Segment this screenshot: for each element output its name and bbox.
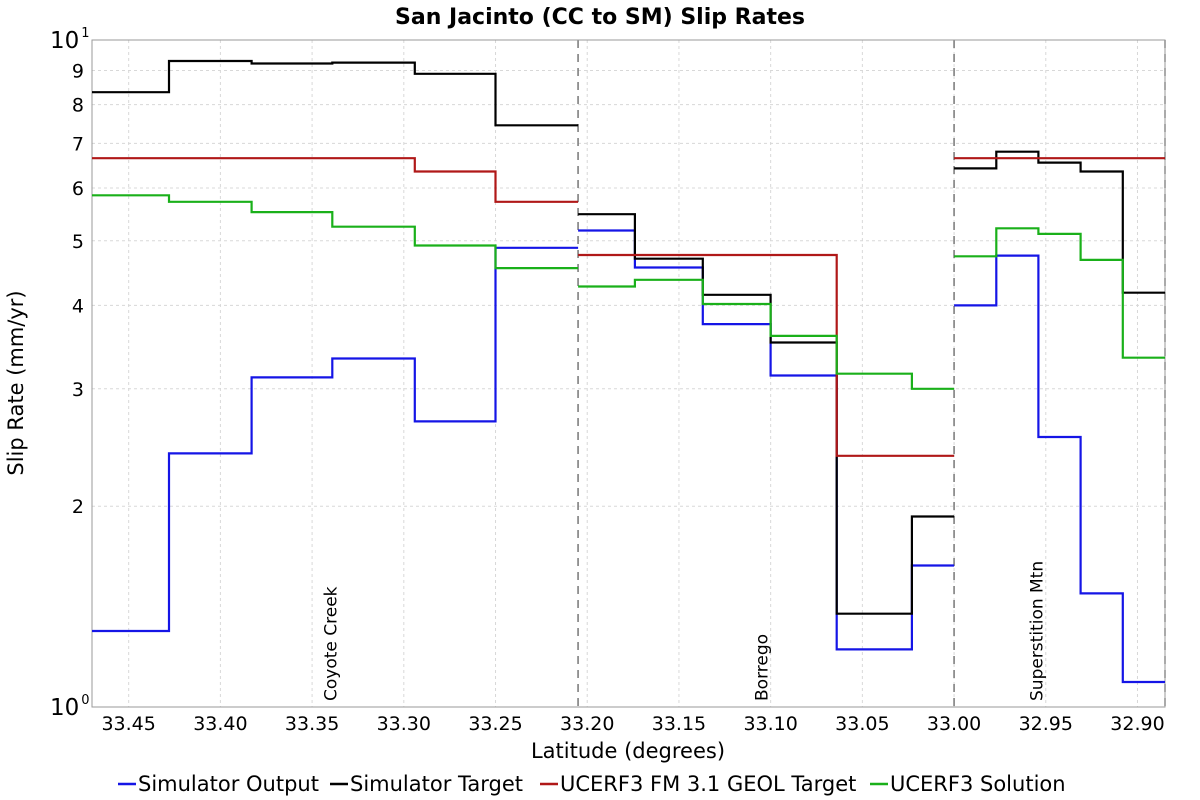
series-line-segment <box>578 229 955 651</box>
y-axis-label: Slip Rate (mm/yr) <box>4 290 28 475</box>
x-tick-label: 33.20 <box>560 713 614 735</box>
section-label: Coyote Creek <box>321 586 341 701</box>
y-tick-label: 10 1 <box>50 26 90 54</box>
y-tick-label: 3 <box>72 379 84 401</box>
legend-item: Simulator Target <box>330 772 523 796</box>
legend-item: UCERF3 FM 3.1 GEOL Target <box>540 772 856 796</box>
x-tick-label: 33.30 <box>377 713 431 735</box>
chart-title: San Jacinto (CC to SM) Slip Rates <box>395 5 805 30</box>
series-line-segment <box>92 59 579 127</box>
y-tick-label: 5 <box>72 231 84 253</box>
series-line-segment <box>954 254 1165 684</box>
legend-label: UCERF3 FM 3.1 GEOL Target <box>560 772 856 796</box>
plot-area-frame <box>91 39 1166 708</box>
x-tick-label: 33.10 <box>743 713 797 735</box>
legend-label: UCERF3 Solution <box>890 772 1066 796</box>
series-line-segment <box>954 150 1165 294</box>
x-axis-ticks: 33.45 33.40 33.35 33.30 33.25 33.20 33.15 33.10… <box>101 713 1164 735</box>
series-line-segment <box>92 157 579 203</box>
y-axis-ticks: 10 0 2 3 4 5 6 7 8 9 10 1 <box>50 26 90 721</box>
series-line-segment <box>954 227 1165 359</box>
series-line-segment <box>92 246 579 633</box>
series-line-segment <box>578 278 955 390</box>
series-0 <box>92 229 1165 684</box>
x-tick-label: 32.90 <box>1110 713 1164 735</box>
x-tick-label: 33.05 <box>835 713 889 735</box>
x-tick-label: 33.40 <box>193 713 247 735</box>
x-axis-label: Latitude (degrees) <box>531 739 725 763</box>
legend-label: Simulator Target <box>350 772 523 796</box>
y-tick-label: 6 <box>72 178 84 200</box>
legend: Simulator Output Simulator Target UCERF3 F… <box>118 772 1066 796</box>
x-tick-label: 32.95 <box>1019 713 1073 735</box>
x-tick-label: 33.25 <box>468 713 522 735</box>
x-tick-label: 33.35 <box>285 713 339 735</box>
series-3 <box>92 194 1165 390</box>
y-tick-label: 2 <box>72 496 84 518</box>
y-tick-label: 8 <box>72 95 84 117</box>
y-tick-label: 10 0 <box>50 693 90 721</box>
series-lines <box>92 59 1165 684</box>
section-label: Superstition Mtn <box>1028 561 1048 701</box>
x-tick-label: 33.15 <box>652 713 706 735</box>
x-tick-label: 33.45 <box>101 713 155 735</box>
gridlines <box>92 39 1165 708</box>
y-tick-label: 9 <box>72 61 84 83</box>
series-2 <box>92 157 1165 457</box>
legend-item: UCERF3 Solution <box>870 772 1066 796</box>
section-label: Borrego <box>753 634 773 701</box>
series-line-segment <box>92 194 579 270</box>
legend-label: Simulator Output <box>138 772 319 796</box>
series-line-segment <box>578 213 955 615</box>
section-annotations: Coyote Creek Borrego Superstition Mtn <box>321 561 1047 701</box>
series-1 <box>92 59 1165 615</box>
y-tick-label: 4 <box>72 295 84 317</box>
legend-item: Simulator Output <box>118 772 319 796</box>
x-tick-label: 33.00 <box>927 713 981 735</box>
y-tick-label: 7 <box>72 133 84 155</box>
